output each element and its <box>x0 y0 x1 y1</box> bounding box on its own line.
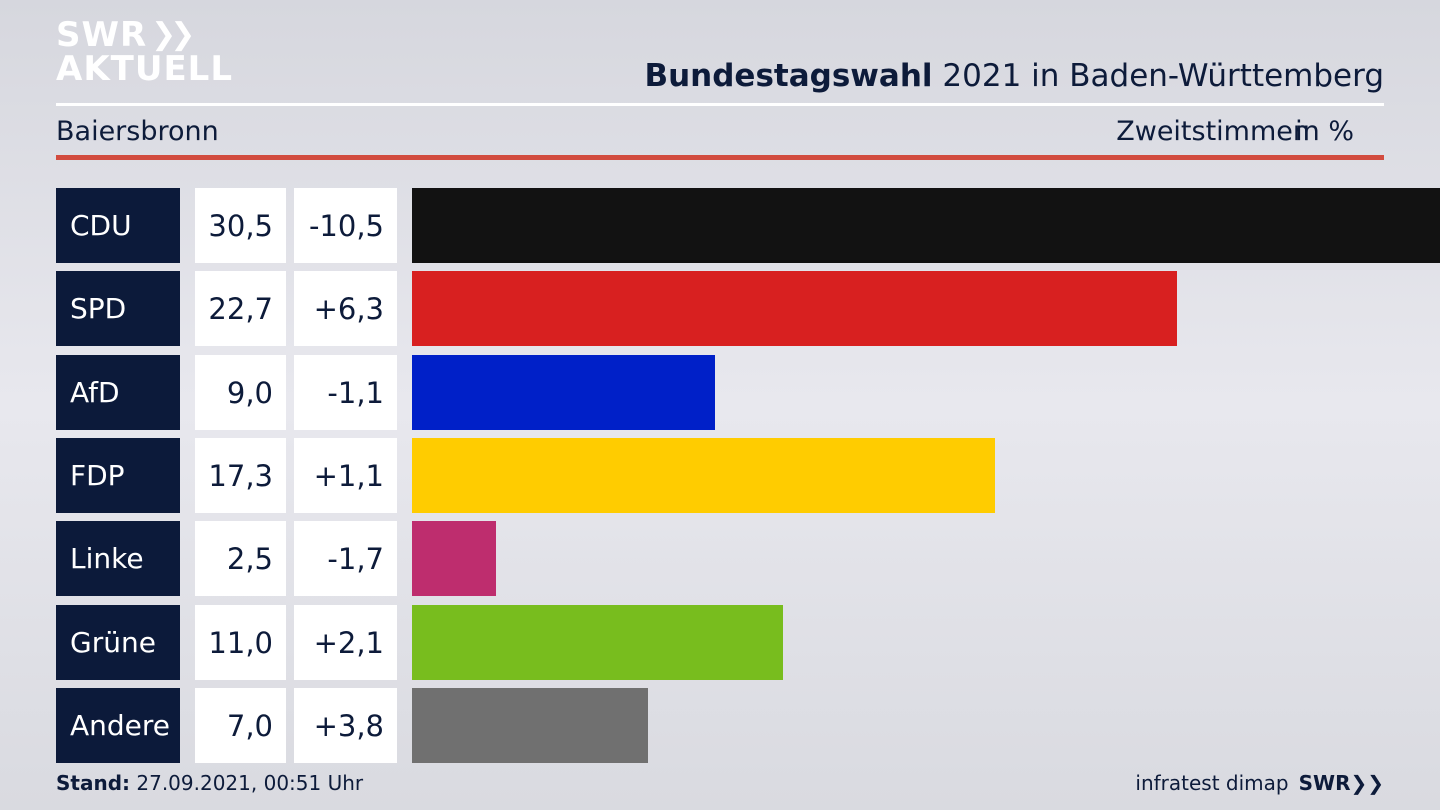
value-label: 11,0 <box>195 605 286 680</box>
accent-divider <box>56 155 1384 160</box>
bar-cdu <box>412 188 1440 263</box>
logo-swr-text: SWR <box>56 15 148 55</box>
timestamp: Stand: 27.09.2021, 00:51 Uhr <box>56 771 363 795</box>
party-label: Linke <box>56 521 180 596</box>
value-label: 30,5 <box>195 188 286 263</box>
change-label: +6,3 <box>294 271 397 346</box>
value-label: 22,7 <box>195 271 286 346</box>
bar-grüne <box>412 605 783 680</box>
bar-spd <box>412 271 1177 346</box>
logo-aktuell-text: AKTUELL <box>56 49 234 89</box>
party-label: SPD <box>56 271 180 346</box>
bar-afd <box>412 355 715 430</box>
change-label: +3,8 <box>294 688 397 763</box>
chart-title-bold: Bundestagswahl <box>644 58 933 94</box>
metric-label: Zweitstimmen <box>1116 116 1310 147</box>
value-label: 9,0 <box>195 355 286 430</box>
swr-brand-text: SWR❯❯ <box>1298 771 1384 795</box>
change-label: -1,7 <box>294 521 397 596</box>
chart-title-rest: 2021 in Baden-Württemberg <box>932 58 1384 94</box>
party-label: AfD <box>56 355 180 430</box>
location-label: Baiersbronn <box>56 116 219 147</box>
change-label: -10,5 <box>294 188 397 263</box>
stand-label: Stand: <box>56 771 131 795</box>
change-label: +2,1 <box>294 605 397 680</box>
change-label: -1,1 <box>294 355 397 430</box>
source-label: infratest dimap <box>1135 771 1289 795</box>
party-label: Grüne <box>56 605 180 680</box>
party-label: FDP <box>56 438 180 513</box>
bar-linke <box>412 521 496 596</box>
unit-label: in % <box>1295 116 1354 147</box>
brand-arrows-icon: ❯❯ <box>1350 771 1384 795</box>
value-label: 2,5 <box>195 521 286 596</box>
value-label: 17,3 <box>195 438 286 513</box>
stand-value: 27.09.2021, 00:51 Uhr <box>130 771 364 795</box>
party-label: CDU <box>56 188 180 263</box>
change-label: +1,1 <box>294 438 397 513</box>
swr-aktuell-logo: SWR ❯❯ AKTUELL <box>56 15 234 89</box>
chart-title: Bundestagswahl 2021 in Baden-Württemberg <box>644 58 1384 94</box>
bar-andere <box>412 688 648 763</box>
header-divider <box>56 103 1384 106</box>
bar-fdp <box>412 438 995 513</box>
source-credit: infratest dimap SWR❯❯ <box>1135 771 1384 795</box>
value-label: 7,0 <box>195 688 286 763</box>
logo-arrows-icon: ❯❯ <box>151 17 195 52</box>
party-label: Andere <box>56 688 180 763</box>
